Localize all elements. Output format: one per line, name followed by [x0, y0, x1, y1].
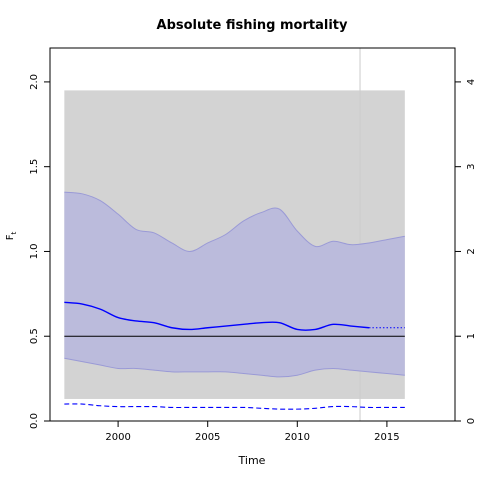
y2-tick-label: 3	[466, 163, 477, 169]
y-tick-label: 0.0	[29, 413, 40, 429]
confidence-band-upper	[64, 191, 405, 252]
y-axis-label-main: F	[5, 234, 16, 240]
y-axis-label-subscript: t	[10, 231, 18, 234]
x-axis-label: Time	[238, 454, 266, 467]
y2-tick-label: 2	[466, 248, 477, 254]
estimate-line	[64, 301, 370, 331]
axes: 2000 2005 2010 2015 0.0 0.5 1.0 1.5 2.0 0 1 2 3 4	[29, 74, 477, 443]
plot-frame	[49, 47, 456, 422]
y2-tick-label: 1	[466, 333, 477, 339]
x-tick-label: 2000	[105, 432, 130, 443]
y-tick-label: 2.0	[29, 74, 40, 90]
x-tick-label: 2010	[285, 432, 310, 443]
lower-quantile-line	[64, 403, 405, 410]
y-tick-label: 0.5	[29, 328, 40, 344]
y-axis-label: Ft	[5, 231, 18, 240]
plot-area	[64, 48, 405, 421]
svg-text:Ft: Ft	[5, 231, 18, 240]
confidence-band-lower	[64, 357, 405, 378]
chart-title: Absolute fishing mortality	[157, 18, 348, 33]
confidence-band	[64, 192, 405, 377]
x-tick-label: 2005	[195, 432, 220, 443]
y-tick-label: 1.0	[29, 244, 40, 260]
y2-tick-label: 4	[466, 79, 477, 85]
y2-tick-label: 0	[466, 418, 477, 424]
x-tick-label: 2015	[374, 432, 399, 443]
y-tick-label: 1.5	[29, 159, 40, 175]
